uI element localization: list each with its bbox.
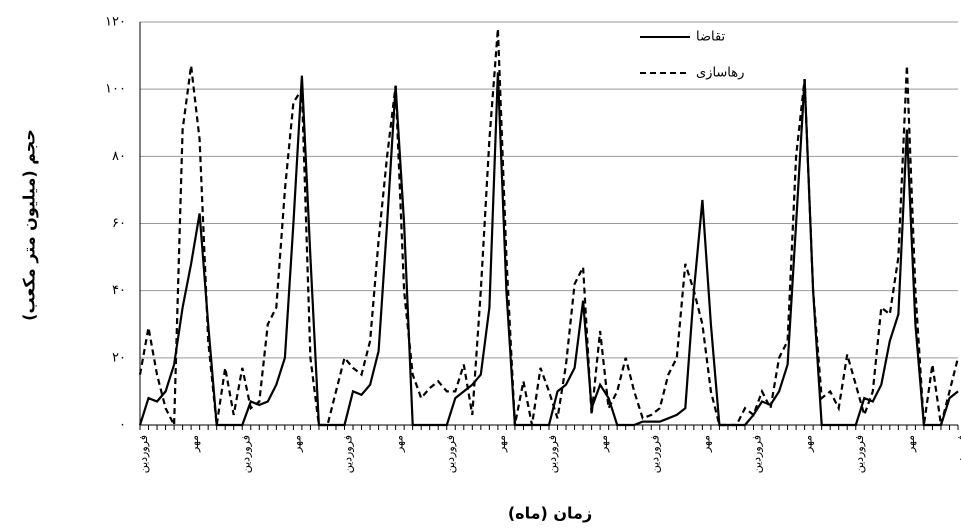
x-tick-label: فروردین	[342, 435, 355, 473]
series-line	[138, 28, 960, 427]
x-tick-label: فروردین	[546, 435, 559, 473]
x-tick-label: فروردین	[137, 435, 150, 473]
y-tick-label: ۱۲۰	[105, 15, 126, 30]
x-tick-label: فروردین	[444, 435, 457, 473]
x-tick-label: فروردین	[853, 435, 866, 473]
x-tick-label: فروردین	[239, 435, 252, 473]
x-tick-label: مهر	[597, 435, 610, 453]
legend-label: تقاضا	[696, 30, 726, 45]
y-tick-label: ۴۰	[112, 283, 126, 298]
y-tick-label: ۲۰	[112, 350, 126, 365]
x-axis-title: زمان (ماه)	[508, 504, 592, 523]
x-tick-label: فروردین	[955, 435, 961, 473]
legend-label: رهاسازی	[696, 66, 744, 81]
x-tick-label: فروردین	[751, 435, 764, 473]
x-tick-label: مهر	[699, 435, 712, 453]
x-tick-label: مهر	[904, 435, 917, 453]
x-tick-label: فروردین	[648, 435, 661, 473]
y-tick-label: ۶۰	[112, 216, 126, 231]
x-tick-label: مهر	[802, 435, 815, 453]
series-line	[138, 72, 959, 427]
x-tick-label: مهر	[188, 435, 201, 453]
y-axis-title: حجم (میلیون متر مکعب)	[20, 129, 39, 321]
x-tick-label: مهر	[495, 435, 508, 453]
x-tick-label: مهر	[290, 435, 303, 453]
y-tick-label: ۱۰۰	[105, 82, 126, 97]
x-tick-label: مهر	[393, 435, 406, 453]
y-tick-label: ۰	[119, 418, 126, 433]
y-tick-label: ۸۰	[112, 149, 126, 164]
